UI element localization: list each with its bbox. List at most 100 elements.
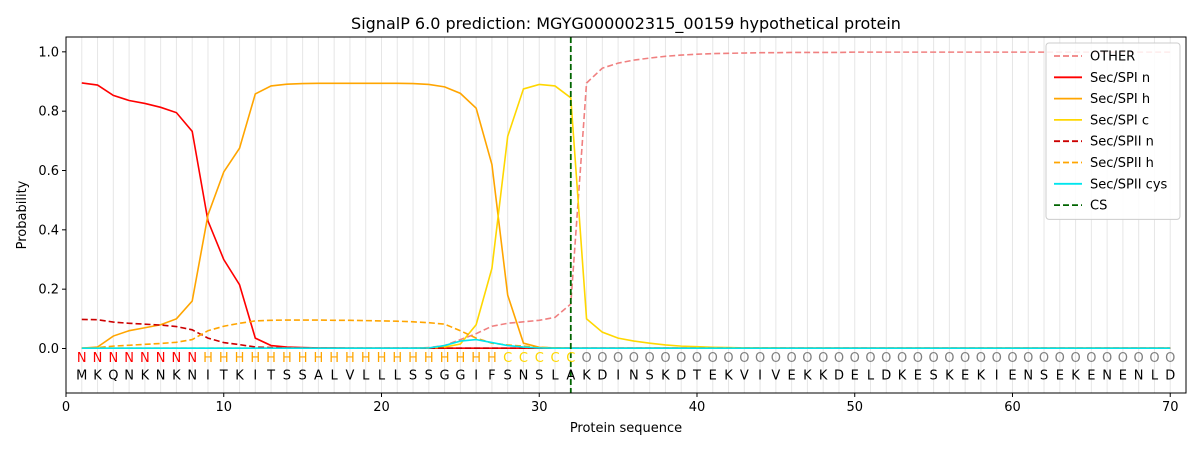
residue-label: E	[709, 369, 717, 384]
x-tick-label: 10	[215, 400, 232, 415]
region-label: N	[140, 351, 150, 366]
region-label: N	[156, 351, 166, 366]
region-label: O	[660, 351, 670, 366]
residue-label: I	[995, 369, 999, 384]
region-label: O	[1086, 351, 1096, 366]
residue-label: V	[345, 369, 354, 384]
y-tick-label: 0.0	[38, 342, 59, 357]
legend-label: Sec/SPII cys	[1090, 177, 1168, 192]
residue-label: E	[1008, 369, 1016, 384]
residue-label: K	[945, 369, 954, 384]
residue-label: I	[758, 369, 762, 384]
region-label: H	[282, 351, 292, 366]
region-label: C	[503, 351, 512, 366]
residue-label: I	[253, 369, 257, 384]
residue-label: N	[124, 369, 134, 384]
residue-label: L	[331, 369, 339, 384]
region-label: N	[77, 351, 87, 366]
residue-label: K	[172, 369, 181, 384]
residue-label: S	[1040, 369, 1048, 384]
region-label: O	[850, 351, 860, 366]
region-label: O	[597, 351, 607, 366]
legend-box	[1045, 42, 1181, 220]
region-label: O	[1055, 351, 1065, 366]
residue-label: T	[219, 369, 228, 384]
residue-label: D	[881, 369, 891, 384]
residue-label: T	[266, 369, 275, 384]
region-label: O	[802, 351, 812, 366]
residue-label: E	[914, 369, 922, 384]
region-label: H	[408, 351, 418, 366]
residue-label: S	[929, 369, 937, 384]
residue-label: L	[394, 369, 402, 384]
region-label: O	[818, 351, 828, 366]
x-tick-label: 20	[373, 400, 390, 415]
region-label: C	[550, 351, 559, 366]
region-label: H	[329, 351, 339, 366]
region-label: O	[723, 351, 733, 366]
residue-label: K	[661, 369, 670, 384]
residue-label: K	[141, 369, 150, 384]
legend-label: Sec/SPI c	[1090, 113, 1149, 128]
region-label: C	[519, 351, 528, 366]
residue-label: D	[676, 369, 686, 384]
residue-label: E	[1119, 369, 1127, 384]
residue-label: V	[740, 369, 749, 384]
legend-label: Sec/SPI n	[1090, 71, 1150, 86]
region-label: O	[1039, 351, 1049, 366]
region-label: H	[455, 351, 465, 366]
x-tick-label: 0	[62, 400, 70, 415]
residue-label: K	[724, 369, 733, 384]
residue-label: S	[504, 369, 512, 384]
residue-label: S	[409, 369, 417, 384]
residue-label: L	[867, 369, 875, 384]
region-label: O	[739, 351, 749, 366]
region-label: O	[787, 351, 797, 366]
y-tick-label: 0.8	[38, 105, 59, 120]
residue-label: Q	[108, 369, 118, 384]
residue-label: S	[283, 369, 291, 384]
region-label: O	[629, 351, 639, 366]
region-label: O	[913, 351, 923, 366]
y-tick-label: 1.0	[38, 45, 59, 60]
residue-label: K	[582, 369, 591, 384]
residue-label: I	[616, 369, 620, 384]
legend: OTHER Sec/SPI n Sec/SPI h Sec/SPI c Sec/SPII…	[1045, 42, 1181, 220]
region-label: H	[203, 351, 213, 366]
residue-label: I	[206, 369, 210, 384]
region-label: O	[708, 351, 718, 366]
residue-label: V	[771, 369, 780, 384]
region-label: O	[676, 351, 686, 366]
region-label: H	[392, 351, 402, 366]
residue-label: N	[1102, 369, 1112, 384]
residue-label: K	[977, 369, 986, 384]
region-label: C	[535, 351, 544, 366]
region-label: O	[613, 351, 623, 366]
residue-label: S	[535, 369, 543, 384]
residue-label: S	[298, 369, 306, 384]
residue-label: K	[898, 369, 907, 384]
region-label: H	[235, 351, 245, 366]
region-label: O	[1102, 351, 1112, 366]
region-label: H	[377, 351, 387, 366]
region-label: H	[298, 351, 308, 366]
region-label: H	[487, 351, 497, 366]
region-label: C	[566, 351, 575, 366]
legend-label: CS	[1090, 199, 1107, 214]
region-label: O	[1070, 351, 1080, 366]
region-label: O	[1007, 351, 1017, 366]
residue-label: E	[1056, 369, 1064, 384]
region-label: O	[881, 351, 891, 366]
legend-label: OTHER	[1090, 50, 1135, 65]
residue-label: E	[851, 369, 859, 384]
region-label: O	[897, 351, 907, 366]
x-axis-ticks: 0 10 20 30 40 50 60 70	[62, 393, 1178, 415]
region-label: O	[976, 351, 986, 366]
y-tick-label: 0.6	[38, 164, 59, 179]
residue-label: L	[362, 369, 370, 384]
residue-label: T	[692, 369, 701, 384]
residue-label: N	[1134, 369, 1144, 384]
residue-label: L	[1151, 369, 1159, 384]
